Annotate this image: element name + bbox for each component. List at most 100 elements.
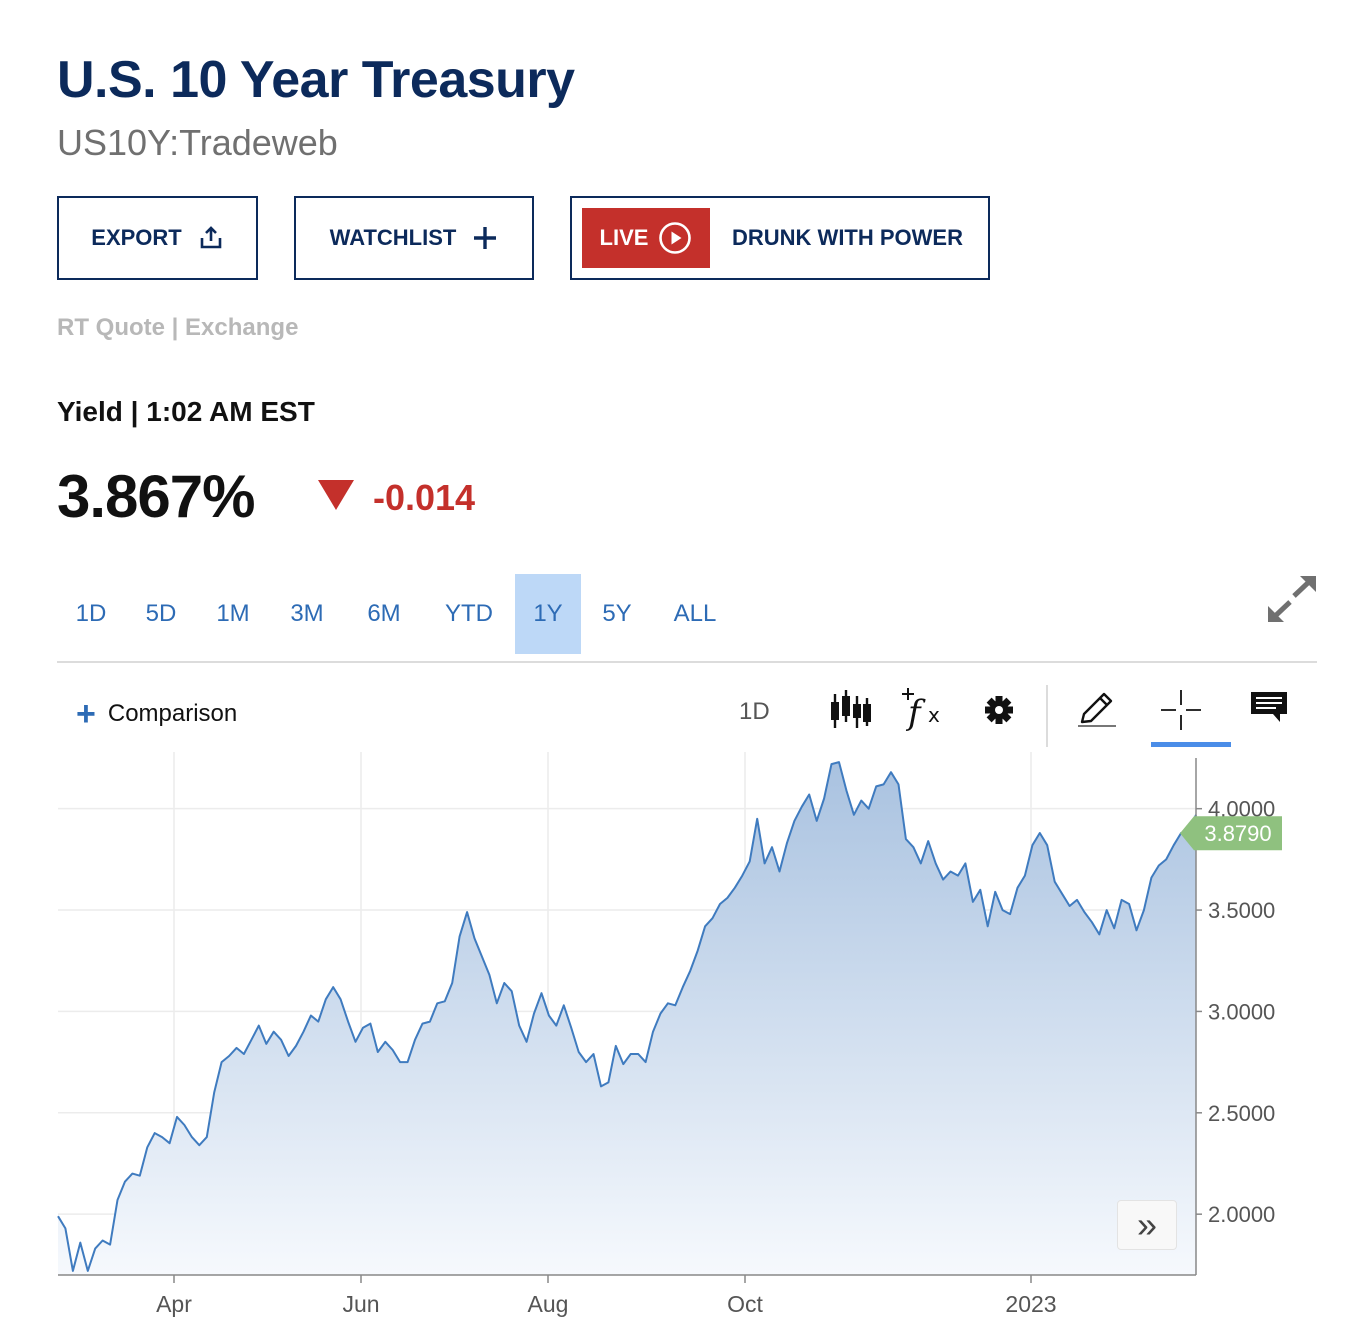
data-point[interactable]	[850, 811, 858, 819]
range-3m[interactable]: 3M	[290, 600, 324, 627]
data-point[interactable]	[91, 1245, 99, 1253]
data-point[interactable]	[783, 839, 791, 847]
data-point[interactable]	[545, 1011, 553, 1019]
data-point[interactable]	[277, 1036, 285, 1044]
data-point[interactable]	[1147, 874, 1155, 882]
data-point[interactable]	[456, 932, 464, 940]
data-point[interactable]	[344, 1018, 352, 1026]
live-button[interactable]: LIVE DRUNK WITH POWER	[570, 196, 990, 280]
data-point[interactable]	[329, 983, 337, 991]
data-point[interactable]	[448, 979, 456, 987]
data-point[interactable]	[716, 900, 724, 908]
data-point[interactable]	[270, 1028, 278, 1036]
data-point[interactable]	[761, 859, 769, 867]
data-point[interactable]	[1170, 841, 1178, 849]
data-point[interactable]	[976, 886, 984, 894]
data-point[interactable]	[709, 914, 717, 922]
data-point[interactable]	[471, 934, 479, 942]
data-point[interactable]	[247, 1036, 255, 1044]
data-point[interactable]	[173, 1113, 181, 1121]
data-point[interactable]	[433, 999, 441, 1007]
data-point[interactable]	[842, 786, 850, 794]
data-point[interactable]	[1103, 906, 1111, 914]
data-point[interactable]	[366, 1020, 374, 1028]
data-point[interactable]	[857, 797, 865, 805]
data-point[interactable]	[947, 868, 955, 876]
data-point[interactable]	[656, 1009, 664, 1017]
data-point[interactable]	[426, 1018, 434, 1026]
data-point[interactable]	[158, 1133, 166, 1141]
range-5y[interactable]: 5Y	[602, 600, 632, 627]
data-point[interactable]	[723, 894, 731, 902]
data-point[interactable]	[1006, 910, 1014, 918]
data-point[interactable]	[679, 983, 687, 991]
data-point[interactable]	[664, 999, 672, 1007]
data-point[interactable]	[917, 859, 925, 867]
data-point[interactable]	[1088, 918, 1096, 926]
data-point[interactable]	[337, 995, 345, 1003]
data-point[interactable]	[54, 1212, 62, 1220]
comparison-button[interactable]: + Comparison	[76, 697, 237, 731]
data-point[interactable]	[820, 795, 828, 803]
data-point[interactable]	[195, 1141, 203, 1149]
data-point[interactable]	[567, 1024, 575, 1032]
data-point[interactable]	[671, 1001, 679, 1009]
data-point[interactable]	[575, 1048, 583, 1056]
data-point[interactable]	[582, 1058, 590, 1066]
data-point[interactable]	[136, 1172, 144, 1180]
range-1y[interactable]: 1Y	[515, 574, 581, 654]
data-point[interactable]	[530, 1009, 538, 1017]
data-point[interactable]	[500, 979, 508, 987]
data-point[interactable]	[984, 922, 992, 930]
data-point[interactable]	[991, 888, 999, 896]
data-point[interactable]	[1036, 829, 1044, 837]
data-point[interactable]	[642, 1058, 650, 1066]
data-point[interactable]	[1066, 902, 1074, 910]
crosshair-icon[interactable]	[1159, 688, 1203, 732]
data-point[interactable]	[552, 1022, 560, 1030]
data-point[interactable]	[738, 872, 746, 880]
data-point[interactable]	[493, 999, 501, 1007]
data-point[interactable]	[924, 837, 932, 845]
interval-selector[interactable]: 1D	[739, 698, 770, 725]
data-point[interactable]	[790, 817, 798, 825]
pencil-draw-icon[interactable]	[1074, 688, 1118, 732]
range-all[interactable]: ALL	[673, 600, 717, 627]
data-point[interactable]	[180, 1121, 188, 1129]
range-6m[interactable]: 6M	[367, 600, 401, 627]
data-point[interactable]	[619, 1060, 627, 1068]
data-point[interactable]	[418, 1020, 426, 1028]
data-point[interactable]	[1080, 908, 1088, 916]
data-point[interactable]	[292, 1042, 300, 1050]
data-point[interactable]	[880, 780, 888, 788]
annotation-comment-icon[interactable]	[1248, 688, 1292, 732]
data-point[interactable]	[210, 1089, 218, 1097]
data-point[interactable]	[143, 1143, 151, 1151]
data-point[interactable]	[128, 1170, 136, 1178]
expand-icon[interactable]	[1266, 574, 1318, 624]
data-point[interactable]	[1028, 841, 1036, 849]
data-point[interactable]	[396, 1058, 404, 1066]
data-point[interactable]	[894, 780, 902, 788]
range-5d[interactable]: 5D	[145, 600, 177, 627]
data-point[interactable]	[686, 967, 694, 975]
data-point[interactable]	[1073, 896, 1081, 904]
data-point[interactable]	[560, 1001, 568, 1009]
data-point[interactable]	[106, 1241, 114, 1249]
candlestick-icon[interactable]	[828, 688, 872, 732]
data-point[interactable]	[151, 1129, 159, 1137]
data-point[interactable]	[865, 805, 873, 813]
data-point[interactable]	[590, 1050, 598, 1058]
data-point[interactable]	[76, 1239, 84, 1247]
data-point[interactable]	[255, 1022, 263, 1030]
data-point[interactable]	[775, 868, 783, 876]
data-point[interactable]	[381, 1038, 389, 1046]
data-point[interactable]	[485, 971, 493, 979]
data-point[interactable]	[872, 782, 880, 790]
data-point[interactable]	[537, 989, 545, 997]
data-point[interactable]	[61, 1224, 69, 1232]
data-point[interactable]	[627, 1050, 635, 1058]
data-point[interactable]	[694, 947, 702, 955]
data-point[interactable]	[753, 815, 761, 823]
data-point[interactable]	[114, 1196, 122, 1204]
